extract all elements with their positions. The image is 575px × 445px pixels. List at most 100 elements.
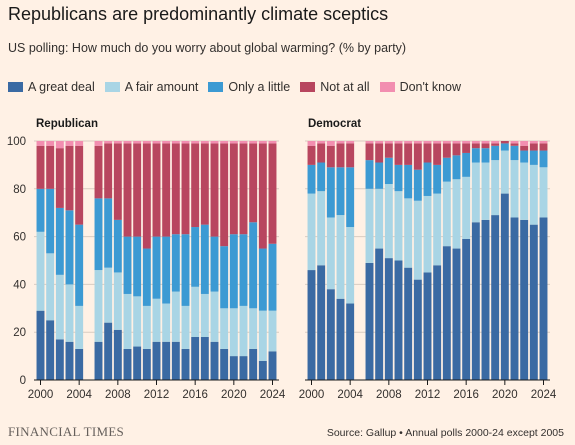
- bar-republican-2007-only-a-little: [104, 198, 113, 268]
- bar-democrat-2003-a-great-deal: [336, 298, 345, 380]
- bar-democrat-2022-a-great-deal: [520, 219, 529, 380]
- bar-democrat-2015-a-fair-amount: [452, 179, 461, 249]
- bar-republican-2019-a-great-deal: [220, 348, 229, 380]
- bar-republican-2022-a-great-deal: [249, 348, 258, 380]
- bar-republican-2017-only-a-little: [200, 224, 209, 294]
- bar-democrat-2002-not-at-all: [326, 145, 335, 168]
- bar-republican-2001-not-at-all: [46, 145, 55, 189]
- bar-republican-2012-only-a-little: [152, 236, 161, 299]
- bar-republican-2011-don-t-know: [142, 141, 151, 144]
- bar-democrat-2021-not-at-all: [510, 143, 519, 146]
- bar-republican-2018-only-a-little: [210, 236, 219, 292]
- bar-democrat-2009-a-fair-amount: [394, 191, 403, 261]
- y-tick-label-100: 100: [7, 136, 26, 148]
- bar-democrat-2007-don-t-know: [375, 141, 384, 144]
- bar-republican-2022-a-fair-amount: [249, 308, 258, 349]
- bar-democrat-2016-a-great-deal: [462, 238, 471, 380]
- bar-republican-2013-not-at-all: [162, 143, 171, 237]
- bar-democrat-2024-don-t-know: [539, 141, 548, 144]
- bar-democrat-2019-only-a-little: [491, 145, 500, 161]
- bar-republican-2010-a-fair-amount: [133, 296, 142, 347]
- bar-republican-2006-don-t-know: [94, 141, 103, 146]
- x-tick-label-republican-2020: 2020: [221, 389, 247, 401]
- bar-democrat-2010-don-t-know: [404, 141, 413, 144]
- bar-republican-2023-a-fair-amount: [258, 310, 267, 361]
- bar-republican-2007-a-great-deal: [104, 322, 113, 380]
- bar-democrat-2010-a-fair-amount: [404, 198, 413, 268]
- bar-democrat-2006-only-a-little: [365, 160, 374, 189]
- bar-republican-2008-don-t-know: [113, 141, 122, 144]
- bar-republican-2000-only-a-little: [36, 188, 45, 232]
- bar-republican-2001-don-t-know: [46, 141, 55, 146]
- bar-republican-2014-don-t-know: [171, 141, 180, 144]
- legend: A great deal A fair amount Only a little…: [8, 80, 471, 94]
- bar-democrat-2017-not-at-all: [471, 143, 480, 149]
- bar-democrat-2004-a-great-deal: [346, 303, 355, 380]
- bar-democrat-2008-a-fair-amount: [384, 184, 393, 259]
- bar-democrat-2002-a-fair-amount: [326, 217, 335, 290]
- bar-democrat-2007-a-great-deal: [375, 248, 384, 380]
- bar-democrat-2021-don-t-know: [510, 141, 519, 144]
- bar-democrat-2007-not-at-all: [375, 143, 384, 163]
- bar-republican-2016-not-at-all: [191, 143, 200, 228]
- bar-democrat-2011-don-t-know: [413, 141, 422, 144]
- bar-democrat-2017-a-great-deal: [471, 222, 480, 380]
- bar-republican-2001-a-great-deal: [46, 320, 55, 380]
- bar-democrat-2019-a-great-deal: [491, 215, 500, 380]
- bar-republican-2015-don-t-know: [181, 141, 190, 144]
- bar-democrat-2021-a-great-deal: [510, 217, 519, 380]
- bar-republican-2000-don-t-know: [36, 141, 45, 146]
- bar-republican-2020-a-fair-amount: [229, 308, 238, 357]
- bar-democrat-2015-don-t-know: [452, 141, 461, 144]
- bar-democrat-2011-not-at-all: [413, 143, 422, 170]
- bar-democrat-2002-don-t-know: [326, 141, 335, 146]
- x-tick-label-republican-2024: 2024: [260, 389, 286, 401]
- bar-republican-2019-not-at-all: [220, 143, 229, 247]
- bar-democrat-2018-don-t-know: [481, 141, 490, 144]
- bar-republican-2011-a-great-deal: [142, 348, 151, 380]
- legend-label-fair-amount: A fair amount: [124, 80, 199, 94]
- bar-republican-2022-don-t-know: [249, 141, 258, 144]
- bar-republican-2006-only-a-little: [94, 198, 103, 271]
- bar-democrat-2012-a-great-deal: [423, 272, 432, 380]
- bar-democrat-2014-don-t-know: [442, 141, 451, 144]
- x-tick-label-republican-2012: 2012: [144, 389, 170, 401]
- legend-swatch-great-deal: [8, 82, 23, 92]
- bar-democrat-2022-don-t-know: [520, 141, 529, 146]
- publisher-logo: FINANCIAL TIMES: [8, 424, 125, 439]
- y-tick-label-60: 60: [13, 232, 26, 244]
- x-tick-label-democrat-2012: 2012: [415, 389, 441, 401]
- bar-democrat-2015-a-great-deal: [452, 248, 461, 380]
- bar-republican-2024-a-fair-amount: [268, 310, 277, 352]
- legend-item-not-at-all: Not at all: [300, 80, 370, 94]
- bar-democrat-2012-only-a-little: [423, 162, 432, 196]
- bar-democrat-2024-not-at-all: [539, 143, 548, 151]
- bar-republican-2000-not-at-all: [36, 145, 45, 189]
- bar-democrat-2011-a-great-deal: [413, 279, 422, 380]
- x-tick-label-democrat-2004: 2004: [337, 389, 363, 401]
- bar-democrat-2009-not-at-all: [394, 143, 403, 165]
- bar-republican-2020-a-great-deal: [229, 356, 238, 380]
- bar-democrat-2024-only-a-little: [539, 150, 548, 168]
- bar-republican-2013-don-t-know: [162, 141, 171, 144]
- x-tick-label-democrat-2000: 2000: [299, 389, 325, 401]
- bar-democrat-2001-don-t-know: [317, 141, 326, 144]
- bar-republican-2019-a-fair-amount: [220, 308, 229, 349]
- bar-democrat-2003-a-fair-amount: [336, 215, 345, 299]
- bar-democrat-2016-only-a-little: [462, 152, 471, 177]
- bar-republican-2009-don-t-know: [123, 141, 132, 144]
- bar-republican-2007-not-at-all: [104, 143, 113, 199]
- bar-democrat-2010-a-great-deal: [404, 267, 413, 380]
- bar-republican-2012-don-t-know: [152, 141, 161, 144]
- bar-republican-2008-not-at-all: [113, 143, 122, 220]
- bar-republican-2023-a-great-deal: [258, 360, 267, 380]
- bar-democrat-2018-a-great-deal: [481, 219, 490, 380]
- bar-democrat-2023-don-t-know: [529, 141, 538, 144]
- bar-republican-2008-only-a-little: [113, 219, 122, 273]
- bar-democrat-2015-only-a-little: [452, 155, 461, 180]
- bar-republican-2020-don-t-know: [229, 141, 238, 144]
- bar-republican-2013-a-fair-amount: [162, 303, 171, 342]
- bar-republican-2017-a-fair-amount: [200, 293, 209, 337]
- bar-republican-2003-a-fair-amount: [65, 284, 74, 342]
- bar-republican-2018-a-fair-amount: [210, 291, 219, 342]
